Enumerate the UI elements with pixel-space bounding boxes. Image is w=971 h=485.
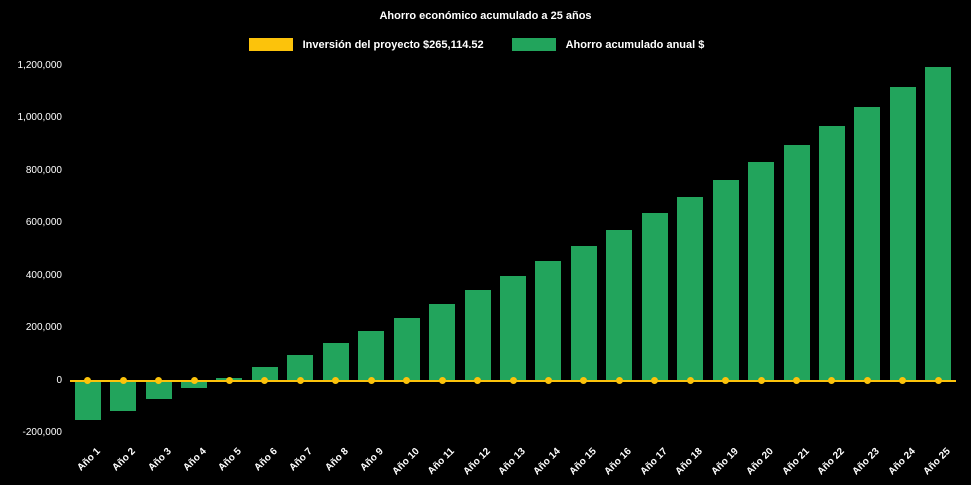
x-axis-label: Año 10	[390, 446, 422, 478]
savings-bar-ano-15[interactable]	[570, 245, 597, 381]
investment-point-ano-5[interactable]	[225, 377, 233, 385]
investment-point-ano-11[interactable]	[438, 377, 446, 385]
savings-bar-ano-25[interactable]	[925, 67, 952, 381]
legend-label-investment[interactable]: Inversión del proyecto $265,114.52	[302, 38, 484, 51]
y-axis-label: 400,000	[25, 269, 62, 281]
savings-bar-ano-24[interactable]	[889, 86, 916, 381]
x-axis-label: Año 18	[673, 446, 705, 478]
savings-bar-ano-22[interactable]	[818, 125, 845, 381]
x-axis-label: Año 13	[496, 446, 528, 478]
investment-point-ano-3[interactable]	[155, 377, 163, 385]
x-axis-label: Año 11	[425, 446, 457, 477]
savings-bar-ano-11[interactable]	[429, 303, 456, 381]
savings-bar-ano-18[interactable]	[677, 197, 704, 381]
x-axis-label: Año 14	[531, 446, 564, 478]
savings-bar-ano-13[interactable]	[500, 275, 526, 381]
x-axis-label: Año 8	[323, 446, 351, 474]
y-axis-label: -200,000	[22, 427, 62, 438]
investment-point-ano-8[interactable]	[332, 377, 340, 385]
savings-bar-ano-23[interactable]	[854, 106, 881, 381]
x-axis-label: Año 6	[252, 446, 280, 474]
savings-bar-ano-10[interactable]	[393, 317, 420, 381]
x-axis-label: Año 4	[181, 446, 209, 474]
investment-point-ano-21[interactable]	[793, 377, 801, 385]
legend-swatch-savings[interactable]	[511, 38, 556, 51]
savings-bar-ano-7[interactable]	[287, 355, 314, 381]
investment-point-ano-16[interactable]	[615, 377, 623, 385]
x-axis-label: Año 24	[886, 446, 918, 478]
y-axis-label: 200,000	[25, 322, 62, 334]
savings-bar-ano-16[interactable]	[606, 229, 633, 381]
x-axis-label: Año 1	[75, 446, 103, 474]
investment-point-ano-17[interactable]	[651, 377, 659, 385]
investment-point-ano-6[interactable]	[261, 377, 269, 385]
investment-point-ano-15[interactable]	[580, 377, 588, 385]
y-axis-label: 1,200,000	[17, 60, 63, 71]
x-axis-label: Año 19	[709, 446, 741, 478]
legend-label-savings[interactable]: Ahorro acumulado anual $	[565, 38, 705, 51]
savings-bar-ano-4[interactable]	[181, 380, 208, 389]
savings-bar-ano-14[interactable]	[535, 260, 562, 381]
x-axis-label: Año 5	[216, 446, 245, 474]
y-axis-label: 600,000	[25, 217, 62, 229]
chart-title: Ahorro económico acumulado a 25 años	[379, 10, 592, 22]
savings-bar-ano-20[interactable]	[748, 162, 775, 381]
investment-point-ano-13[interactable]	[509, 377, 517, 385]
investment-point-ano-1[interactable]	[84, 377, 92, 385]
savings-bar-ano-3[interactable]	[145, 380, 172, 400]
x-axis-label: Año 25	[921, 446, 954, 478]
investment-point-ano-2[interactable]	[119, 377, 127, 385]
savings-bar-ano-6[interactable]	[251, 366, 278, 381]
investment-point-ano-12[interactable]	[474, 377, 482, 385]
x-axis-label: Año 7	[287, 446, 316, 474]
x-axis-label: Año 21	[779, 446, 812, 478]
savings-bar-ano-12[interactable]	[464, 290, 491, 381]
investment-point-ano-22[interactable]	[828, 377, 836, 385]
investment-point-ano-7[interactable]	[296, 377, 304, 385]
x-axis-label: Año 9	[358, 446, 387, 474]
savings-bar-ano-2[interactable]	[110, 380, 137, 411]
savings-bar-ano-17[interactable]	[641, 213, 668, 381]
investment-point-ano-18[interactable]	[686, 377, 694, 385]
investment-point-ano-19[interactable]	[722, 377, 730, 385]
x-axis-label: Año 23	[850, 446, 883, 478]
x-axis-label: Año 3	[145, 446, 174, 474]
investment-point-ano-23[interactable]	[863, 377, 871, 385]
x-axis-label: Año 16	[602, 446, 635, 478]
savings-bar-ano-21[interactable]	[783, 144, 810, 381]
investment-point-ano-14[interactable]	[544, 377, 552, 385]
legend-swatch-investment[interactable]	[248, 38, 293, 51]
y-axis-label: 800,000	[25, 164, 62, 176]
x-axis-label: Año 2	[110, 446, 138, 474]
savings-bar-ano-9[interactable]	[358, 330, 385, 381]
savings-bar-ano-19[interactable]	[712, 180, 739, 381]
y-axis-label: 0	[56, 374, 62, 386]
x-axis-label: Año 12	[460, 446, 493, 478]
x-axis-label: Año 15	[567, 446, 599, 478]
savings-bar-ano-8[interactable]	[322, 343, 349, 381]
investment-point-ano-10[interactable]	[403, 377, 411, 385]
x-axis-label: Año 22	[815, 446, 847, 478]
x-axis-label: Año 17	[638, 446, 670, 478]
y-axis-label: 1,000,000	[17, 112, 63, 124]
investment-point-ano-24[interactable]	[899, 377, 907, 385]
investment-point-ano-20[interactable]	[757, 377, 765, 385]
investment-point-ano-4[interactable]	[190, 377, 198, 385]
investment-point-ano-25[interactable]	[934, 377, 942, 385]
x-axis-label: Año 20	[744, 446, 776, 478]
chart-legend: Inversión del proyecto $265,114.52 Ahorr…	[0, 38, 971, 51]
savings-bar-ano-1[interactable]	[74, 380, 101, 420]
investment-point-ano-9[interactable]	[367, 377, 375, 385]
